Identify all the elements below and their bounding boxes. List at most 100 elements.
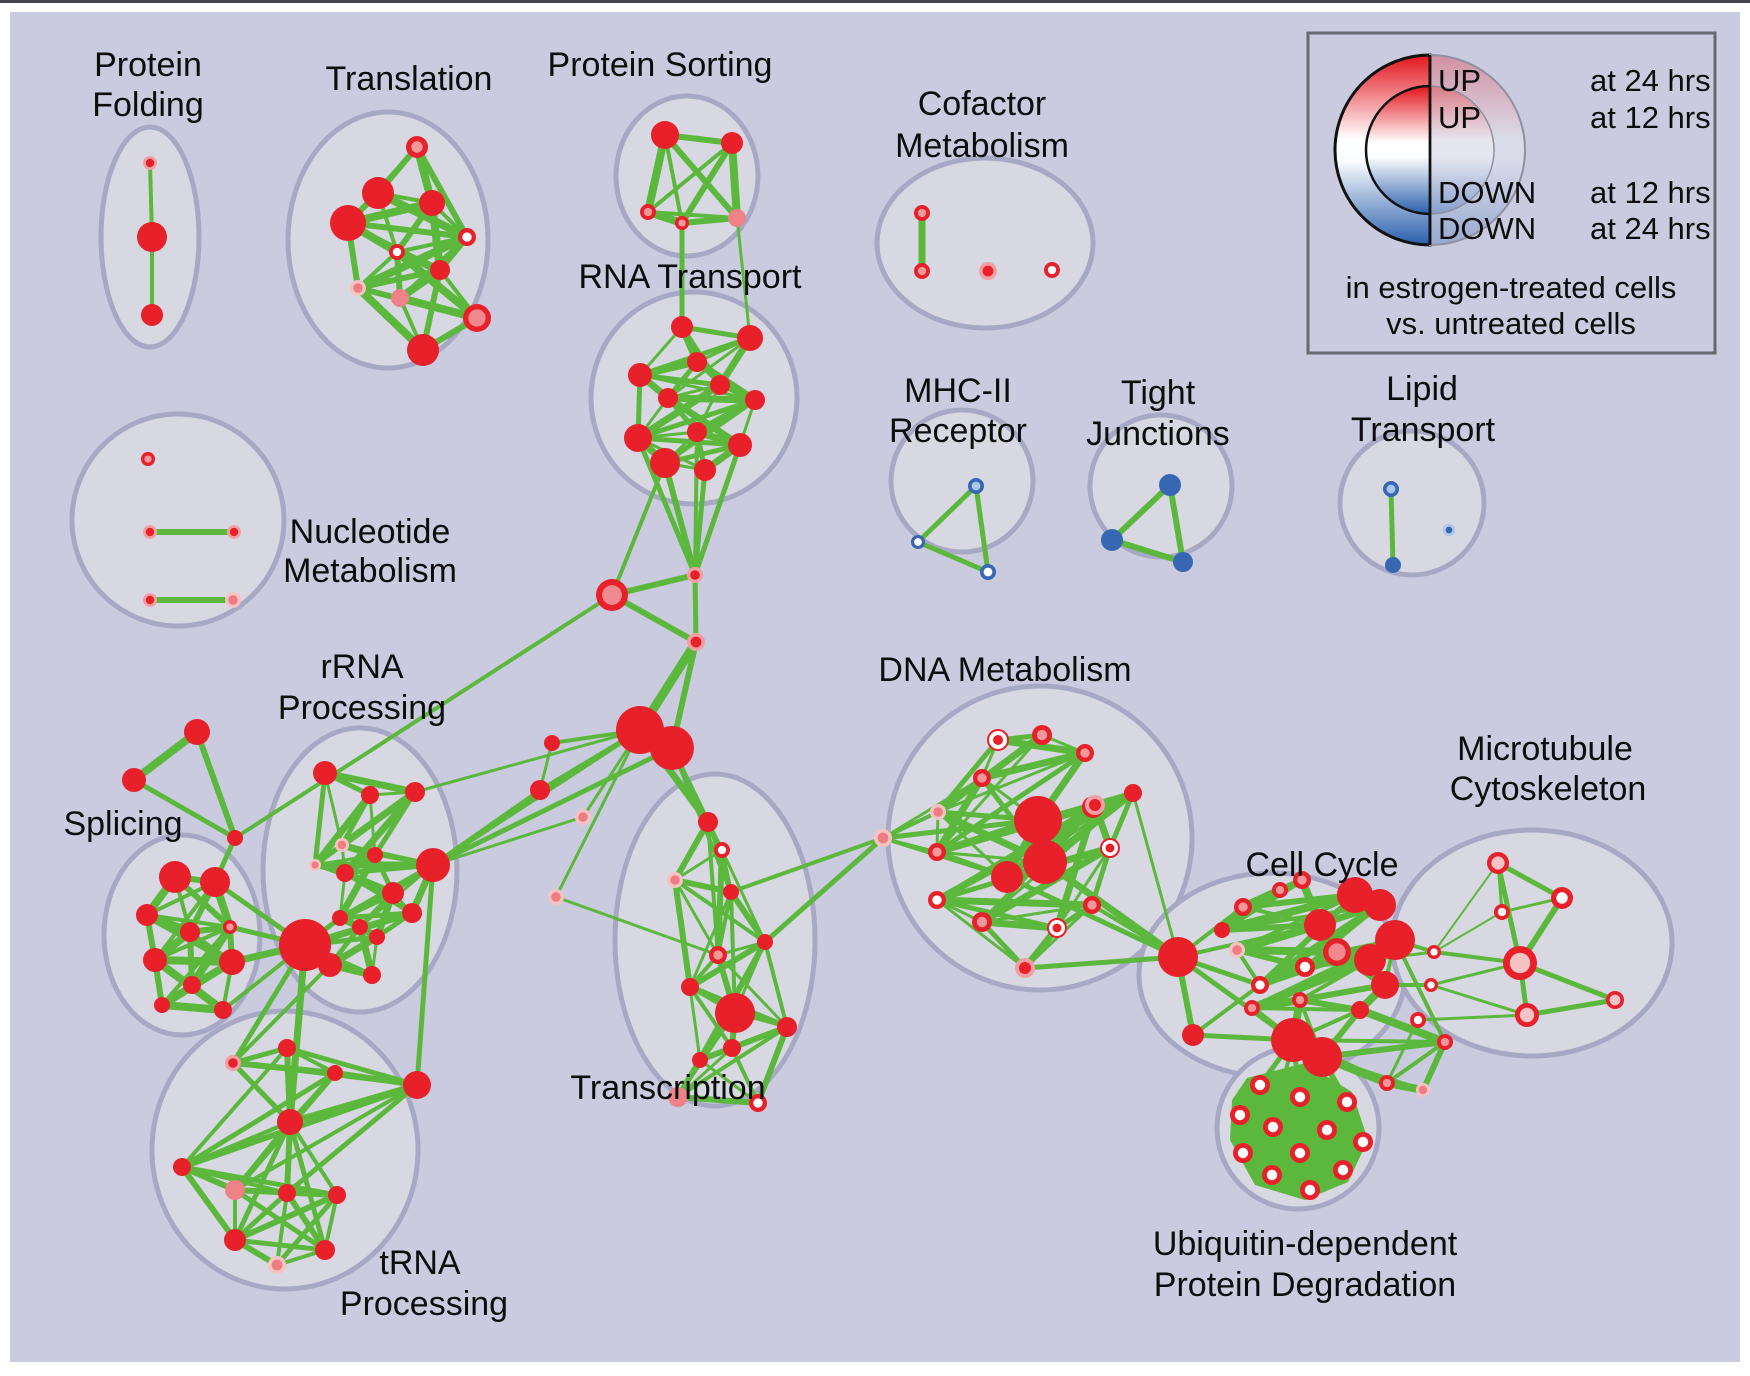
label-mhc-2: Receptor [889,412,1027,450]
network-node [407,334,439,366]
network-edge [637,397,756,441]
network-node [1304,909,1336,941]
legend-direction-0: UP [1438,63,1481,98]
network-edge [676,1025,789,1099]
network-node [650,726,694,770]
network-node [658,388,678,408]
network-edge [882,817,1039,841]
network-edge [131,728,200,784]
network-edge [288,1120,339,1197]
network-edge [676,1046,734,1099]
network-edge [1433,911,1503,953]
label-trna-2: Processing [340,1285,508,1323]
network-node [318,953,342,977]
network-node [1014,796,1062,844]
network-node [651,121,679,149]
network-node [315,1240,335,1260]
network-edge [973,485,991,573]
network-edge [233,1191,289,1242]
network-edge [357,267,441,291]
network-node [159,861,191,893]
network-edge [232,1045,288,1066]
network-edge [343,870,414,916]
network-edge [755,1025,790,1105]
network-node-core [1266,1169,1278,1181]
label-rrna-1: rRNA [320,648,403,686]
network-edge [981,918,1058,932]
network-node [279,919,331,971]
network-node [402,903,422,923]
network-node [624,424,652,452]
network-edge [286,944,309,1123]
network-edge [414,864,436,1086]
network-edge [679,141,735,225]
network-node-core [1247,1003,1257,1013]
network-edge [431,788,542,867]
network-node-core [993,735,1003,745]
network-node-core [1445,526,1453,534]
network-edge [1236,946,1338,956]
network-edge [674,877,732,895]
network-node-core [1275,885,1285,895]
legend-direction-3: DOWN [1438,211,1536,246]
network-edge [414,145,470,239]
nodes-layer [122,121,1624,1274]
network-node-core [932,847,942,857]
label-nucleotide-1: Nucleotide [290,513,451,551]
network-edge [1239,1098,1348,1119]
network-node [650,448,680,478]
network-node-core [144,455,152,463]
network-node [671,316,693,338]
label-microtubule-2: Cytoskeleton [1450,770,1647,808]
network-node [530,780,550,800]
network-edge [180,1046,289,1169]
network-node-core [1609,994,1621,1006]
network-node [369,929,385,945]
network-edge [692,574,699,643]
network-node [681,978,699,996]
network-node [327,1065,343,1081]
network-edge [936,898,1026,970]
network-node [991,861,1023,893]
network-edge [312,772,328,866]
network-node [313,761,337,785]
network-edge [1024,954,1179,971]
network-node [136,904,158,926]
network-node [141,304,163,326]
network-node-core [1413,1015,1423,1025]
network-node-core [1440,1037,1450,1047]
network-node [1214,922,1230,938]
network-edge [672,820,711,882]
label-ubiquitin-1: Ubiquitin-dependent [1153,1225,1458,1263]
network-node-core [1254,1079,1266,1091]
network-edge [287,1121,328,1251]
network-edge [356,250,399,290]
network-node [715,993,755,1033]
network-edge [1191,983,1262,1037]
network-edge [554,729,642,898]
network-node [1385,557,1401,573]
network-node-core [145,527,155,537]
network-edge [1430,983,1528,1017]
network-node [687,422,707,442]
network-node [183,976,201,994]
network-node [728,209,746,227]
network-node-core [971,481,981,491]
legend-gradient-circle-icon [1364,84,1432,216]
network-node-core [753,1098,763,1108]
network-node [154,997,170,1013]
network-edge [1299,997,1361,1013]
label-microtubule-1: Microtubule [1457,730,1633,768]
network-node [1158,937,1198,977]
network-node-core [1267,1121,1279,1133]
network-node-core [917,266,927,276]
network-node [416,848,450,882]
network-edge [1299,982,1386,1003]
network-node-core [1328,943,1346,961]
network-node [1023,840,1067,884]
network-edge [692,469,708,576]
network-edge [555,895,719,957]
network-edge [728,142,741,219]
cluster-cofactor-metabolism [874,155,1096,331]
